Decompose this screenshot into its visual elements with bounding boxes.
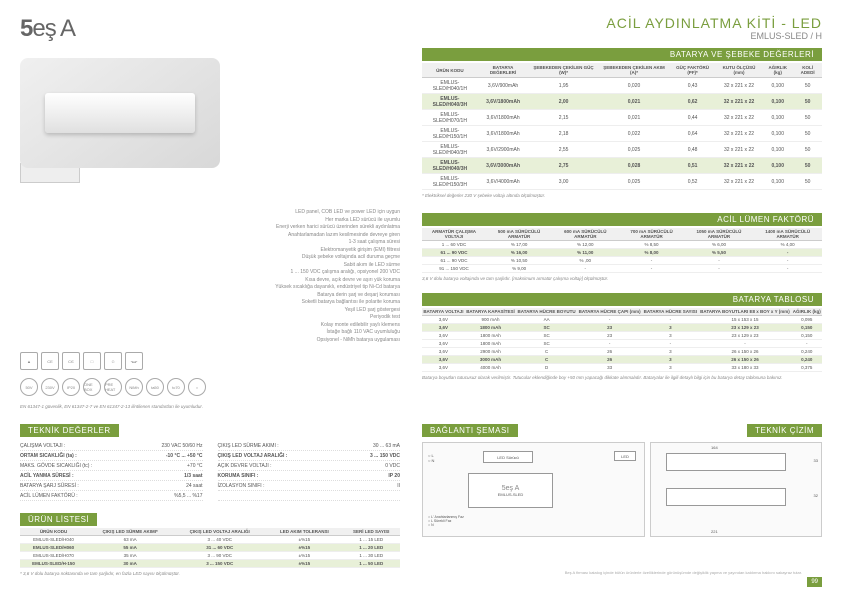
cert-icons-row1: ▲ CE CЄ □ ♲ ᓀᓂ	[20, 352, 400, 370]
spec-icon: IP20	[62, 378, 80, 396]
teknik-grid: ÇALIŞMA VOLTAJI :230 VAC 50/60 HzÇIKIŞ L…	[20, 442, 400, 501]
section-batarya-tablo: BATARYA TABLOSU	[422, 293, 822, 306]
spec-icon: ta50	[146, 378, 164, 396]
page-number: 99	[807, 577, 822, 587]
ce-icon: CЄ	[62, 352, 80, 370]
technical-drawing: 164 33 221 32	[650, 442, 822, 537]
spec-icon: ○	[188, 378, 206, 396]
page-subtitle: EMLUS-SLED / H	[606, 31, 822, 41]
triangle-icon: ▲	[20, 352, 38, 370]
product-image	[20, 58, 220, 168]
section-teknik: TEKNİK DEĞERLER	[20, 424, 119, 437]
spec-icon: tc70	[167, 378, 185, 396]
section-lumen: ACİL LÜMEN FAKTÖRÜ	[422, 213, 822, 226]
spec-icon: 230V	[41, 378, 59, 396]
section-batarya-sebeke: BATARYA VE ŞEBEKE DEĞERLERİ	[422, 48, 822, 61]
cert-icons-row2: 50V 230V IP20 ONE BOX PRE HEAT NiMh ta50…	[20, 378, 400, 396]
section-urun: ÜRÜN LİSTESİ	[20, 513, 97, 526]
spec-icon: PRE HEAT	[104, 378, 122, 396]
wiring-diagram: LED Sürücü 5eş A EMLUS-SLED LED ○ L ○ N …	[422, 442, 645, 537]
batarya-sebeke-table: ÜRÜN KODUBATARYA DEĞERLERİŞEBEKEDEN ÇEKİ…	[422, 63, 822, 190]
logo: 5eş A	[20, 15, 75, 43]
ce-icon: CE	[41, 352, 59, 370]
description-list: LED panel, COB LED ve power LED için uyg…	[20, 209, 400, 344]
batarya-table: BATARYA VOLTAJIBATARYA KAPASİTESİBATARYA…	[422, 308, 822, 372]
lf-note: 3,6 V dolu batarya voltajında ve tam şar…	[422, 276, 822, 281]
led-icon: ᓀᓂ	[125, 352, 143, 370]
spec-icon: 50V	[20, 378, 38, 396]
section-cizim: TEKNİK ÇİZİM	[747, 424, 822, 437]
cert-note: EN 61347-1 güvenlik, EN 61347-2-7 ve EN …	[20, 404, 400, 409]
lumen-table: ARMATÜR ÇALIŞMA VOLTAJI500 mA SÜRÜCÜLÜ A…	[422, 228, 822, 273]
square-icon: □	[83, 352, 101, 370]
recycle-icon: ♲	[104, 352, 122, 370]
spec-icon: NiMh	[125, 378, 143, 396]
page-title: ACİL AYDINLATMA KİTİ - LED	[606, 15, 822, 31]
spec-icon: ONE BOX	[83, 378, 101, 396]
footer-text: Beş A firması katalog içinde bütün ürünl…	[20, 570, 802, 575]
urun-table: ÜRÜN KODUÇIKIŞ LED SÜRME AKIMI*ÇIKIŞ LED…	[20, 528, 400, 568]
bt-note: Batarya boyutları tutucusuz olarak veril…	[422, 375, 822, 380]
section-baglanti: BAĞLANTI ŞEMASI	[422, 424, 518, 437]
bs-note: * Elektriksel değerler 230 V şebeke volt…	[422, 193, 822, 198]
